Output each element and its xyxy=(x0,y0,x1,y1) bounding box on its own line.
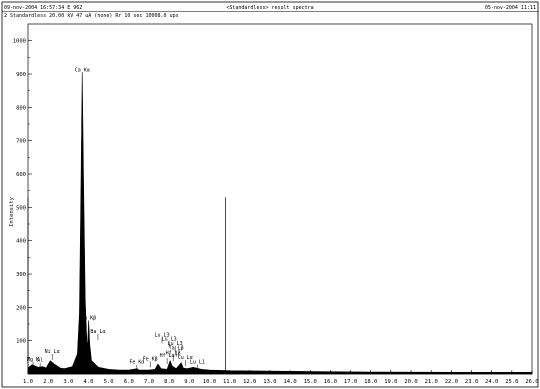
y-axis-label: Intensity xyxy=(9,196,15,226)
peak-label: Hf Lβ xyxy=(166,350,181,356)
peak-label: Ba Lα xyxy=(90,329,105,335)
x-tick-label: 16.0 xyxy=(324,379,337,385)
peak-label: Fe Kα xyxy=(129,360,144,366)
x-tick-label: 9.0 xyxy=(184,379,194,385)
y-tick-label: 1000 xyxy=(13,39,26,45)
peak-label: Ca Kβ xyxy=(81,316,96,322)
y-tick-label: 500 xyxy=(16,205,26,211)
x-tick-label: 11.0 xyxy=(223,379,236,385)
peak-label: Lu L1 xyxy=(190,360,205,366)
x-tick-label: 15.0 xyxy=(304,379,317,385)
peak-label: Ca Kα xyxy=(75,67,90,73)
x-tick-label: 3.0 xyxy=(63,379,73,385)
header-timestamp-left: 09-nov-2004 16:57:34 E 962 xyxy=(4,5,82,11)
y-tick-label: 400 xyxy=(16,239,26,245)
x-tick-label: 14.0 xyxy=(283,379,296,385)
x-tick-label: 2.0 xyxy=(43,379,53,385)
header-timestamp-right: 05-nov-2004 11:11 xyxy=(485,5,536,11)
peak-label: Lu L3 xyxy=(162,336,177,342)
y-tick-label: 300 xyxy=(16,272,26,278)
header-title: <Standardless> result spectra xyxy=(226,5,313,11)
header: 09-nov-2004 16:57:34 E 962 2 Standardles… xyxy=(4,5,536,19)
y-tick-label: 600 xyxy=(16,172,26,178)
y-tick-label: 900 xyxy=(16,72,26,78)
peak-label: Cu Lα xyxy=(178,355,193,361)
x-tick-label: 12.0 xyxy=(243,379,256,385)
x-tick-label: 17.0 xyxy=(344,379,357,385)
peak-label: Ta Lβ xyxy=(169,346,184,352)
header-info-line: 2 Standardless 20.00 kV 47 uA (none) Rr … xyxy=(4,13,179,19)
x-tick-label: 4.0 xyxy=(84,379,94,385)
x-tick-label: 7.0 xyxy=(144,379,154,385)
x-tick-label: 8.0 xyxy=(164,379,174,385)
x-tick-label: 25.0 xyxy=(505,379,518,385)
y-tick-label: 100 xyxy=(16,339,26,345)
peak-label: Al xyxy=(37,358,43,364)
x-tick-label: 5.0 xyxy=(104,379,114,385)
x-tick-label: 1.0 xyxy=(23,379,33,385)
peak-label: Lu L3 xyxy=(155,332,170,338)
peak-label: Hf Lα xyxy=(160,353,175,359)
y-tick-label: 200 xyxy=(16,305,26,311)
x-tick-label: 26.0 xyxy=(525,379,538,385)
x-tick-label: 20.0 xyxy=(404,379,417,385)
x-tick-label: 23.0 xyxy=(465,379,478,385)
x-tick-label: 10.0 xyxy=(203,379,216,385)
peak-label: Ni Lα xyxy=(45,349,60,355)
x-tick-label: 21.0 xyxy=(425,379,438,385)
peak-label: Lu L3 xyxy=(168,341,183,347)
x-tick-label: 19.0 xyxy=(384,379,397,385)
peak-label: Fe Kβ xyxy=(143,356,158,362)
x-tick-label: 22.0 xyxy=(445,379,458,385)
y-tick-label: 700 xyxy=(16,139,26,145)
peak-label: Mg K xyxy=(27,357,39,363)
spectrum-series xyxy=(27,72,533,375)
x-tick-label: 24.0 xyxy=(485,379,498,385)
x-tick-label: 18.0 xyxy=(364,379,377,385)
x-tick-label: 6.0 xyxy=(124,379,134,385)
x-tick-label: 13.0 xyxy=(263,379,276,385)
y-tick-label: 800 xyxy=(16,105,26,111)
plot-frame xyxy=(27,23,533,375)
